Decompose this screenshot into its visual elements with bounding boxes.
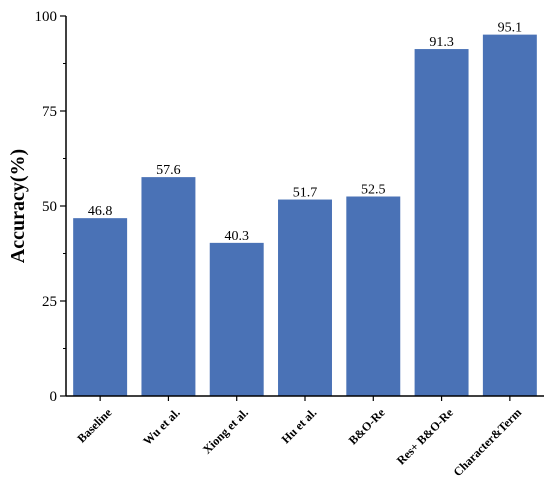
bar [482, 34, 537, 397]
y-tick-label: 50 [42, 199, 57, 215]
bar [141, 177, 196, 396]
y-tick-label: 75 [42, 104, 57, 120]
bar-value-label: 46.8 [88, 204, 113, 219]
y-tick-label: 100 [35, 9, 58, 25]
axes-layer [60, 15, 544, 401]
y-axis-title: Accuracy(%) [7, 149, 29, 263]
x-tick-label: Character&Term [451, 405, 525, 479]
bar-value-label: 52.5 [361, 183, 386, 198]
x-tick-label: Wu et al. [140, 405, 183, 448]
bar-value-label: 40.3 [224, 229, 249, 244]
bar-value-label: 51.7 [293, 186, 318, 201]
bar [346, 196, 401, 396]
bar-value-label: 95.1 [498, 21, 523, 36]
x-tick-label: Res+ B&O-Re [394, 405, 457, 468]
bar-value-label: 57.6 [156, 163, 181, 178]
x-tick-label: Baseline [74, 405, 115, 446]
x-tick-label: Hu et al. [279, 405, 320, 446]
x-tick-label: Xiong et al. [200, 405, 251, 456]
bar [73, 218, 128, 396]
y-tick-label: 0 [50, 389, 58, 405]
x-tick-label: B&O-Re [346, 405, 388, 447]
bar [209, 242, 264, 396]
bar-value-label: 91.3 [429, 35, 454, 50]
bars-layer [73, 34, 537, 397]
bar [414, 49, 469, 397]
bar [278, 199, 332, 396]
y-tick-label: 25 [42, 294, 57, 310]
